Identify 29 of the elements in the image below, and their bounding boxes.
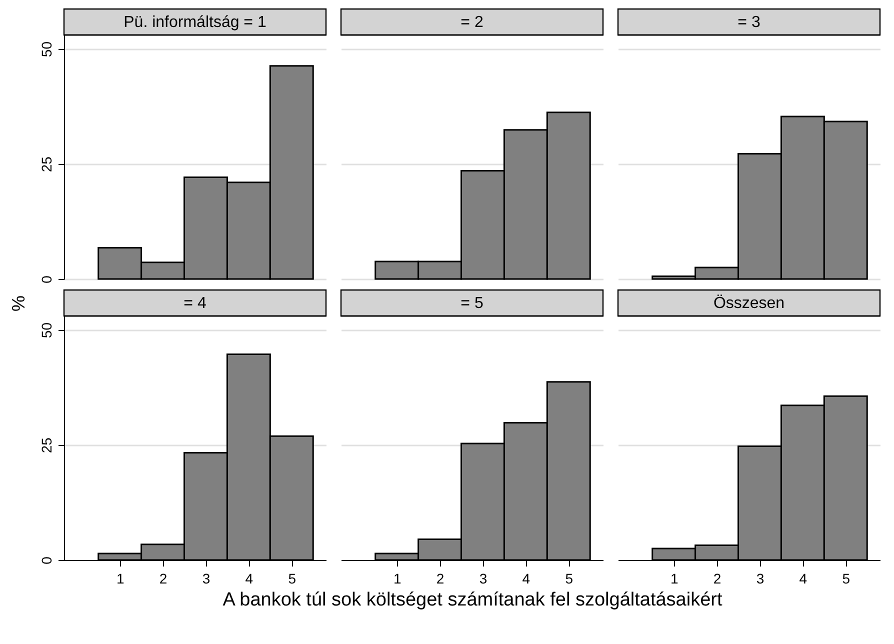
chart-title: = 3 xyxy=(738,14,760,31)
x-axis-title: A bankok túl sok költséget számítanak fel szolgáltatásaikért xyxy=(222,590,723,610)
y-tick-label: 0 xyxy=(38,275,54,284)
x-tick-label: 4 xyxy=(522,570,530,586)
x-tick-label: 3 xyxy=(202,570,210,586)
x-tick-label: 4 xyxy=(799,570,808,586)
chart-title: Összesen xyxy=(713,294,785,312)
x-tick-label: 1 xyxy=(670,570,678,586)
x-tick-label: 2 xyxy=(159,570,168,586)
y-tick-label: 50 xyxy=(38,41,54,58)
chart-title: = 2 xyxy=(460,14,484,31)
x-tick-label: 5 xyxy=(288,570,296,586)
x-tick-label: 1 xyxy=(116,570,124,586)
x-tick-label: 4 xyxy=(245,570,254,586)
chart-title: Pü. informáltság = 1 xyxy=(124,14,266,31)
x-tick-label: 2 xyxy=(436,570,444,586)
y-tick-label: 0 xyxy=(38,556,54,564)
x-tick-label: 2 xyxy=(713,570,722,586)
y-tick-label: 25 xyxy=(38,156,54,172)
chart-title: = 4 xyxy=(184,295,206,312)
y-tick-label: 50 xyxy=(38,322,54,338)
y-tick-label: 25 xyxy=(38,437,54,454)
x-tick-label: 5 xyxy=(565,570,574,586)
x-tick-label: 3 xyxy=(756,570,764,586)
chart-title: = 5 xyxy=(460,295,484,312)
x-tick-label: 5 xyxy=(842,570,850,586)
x-tick-label: 1 xyxy=(393,570,402,586)
y-axis-title: % xyxy=(8,295,28,312)
x-tick-label: 3 xyxy=(479,570,488,586)
